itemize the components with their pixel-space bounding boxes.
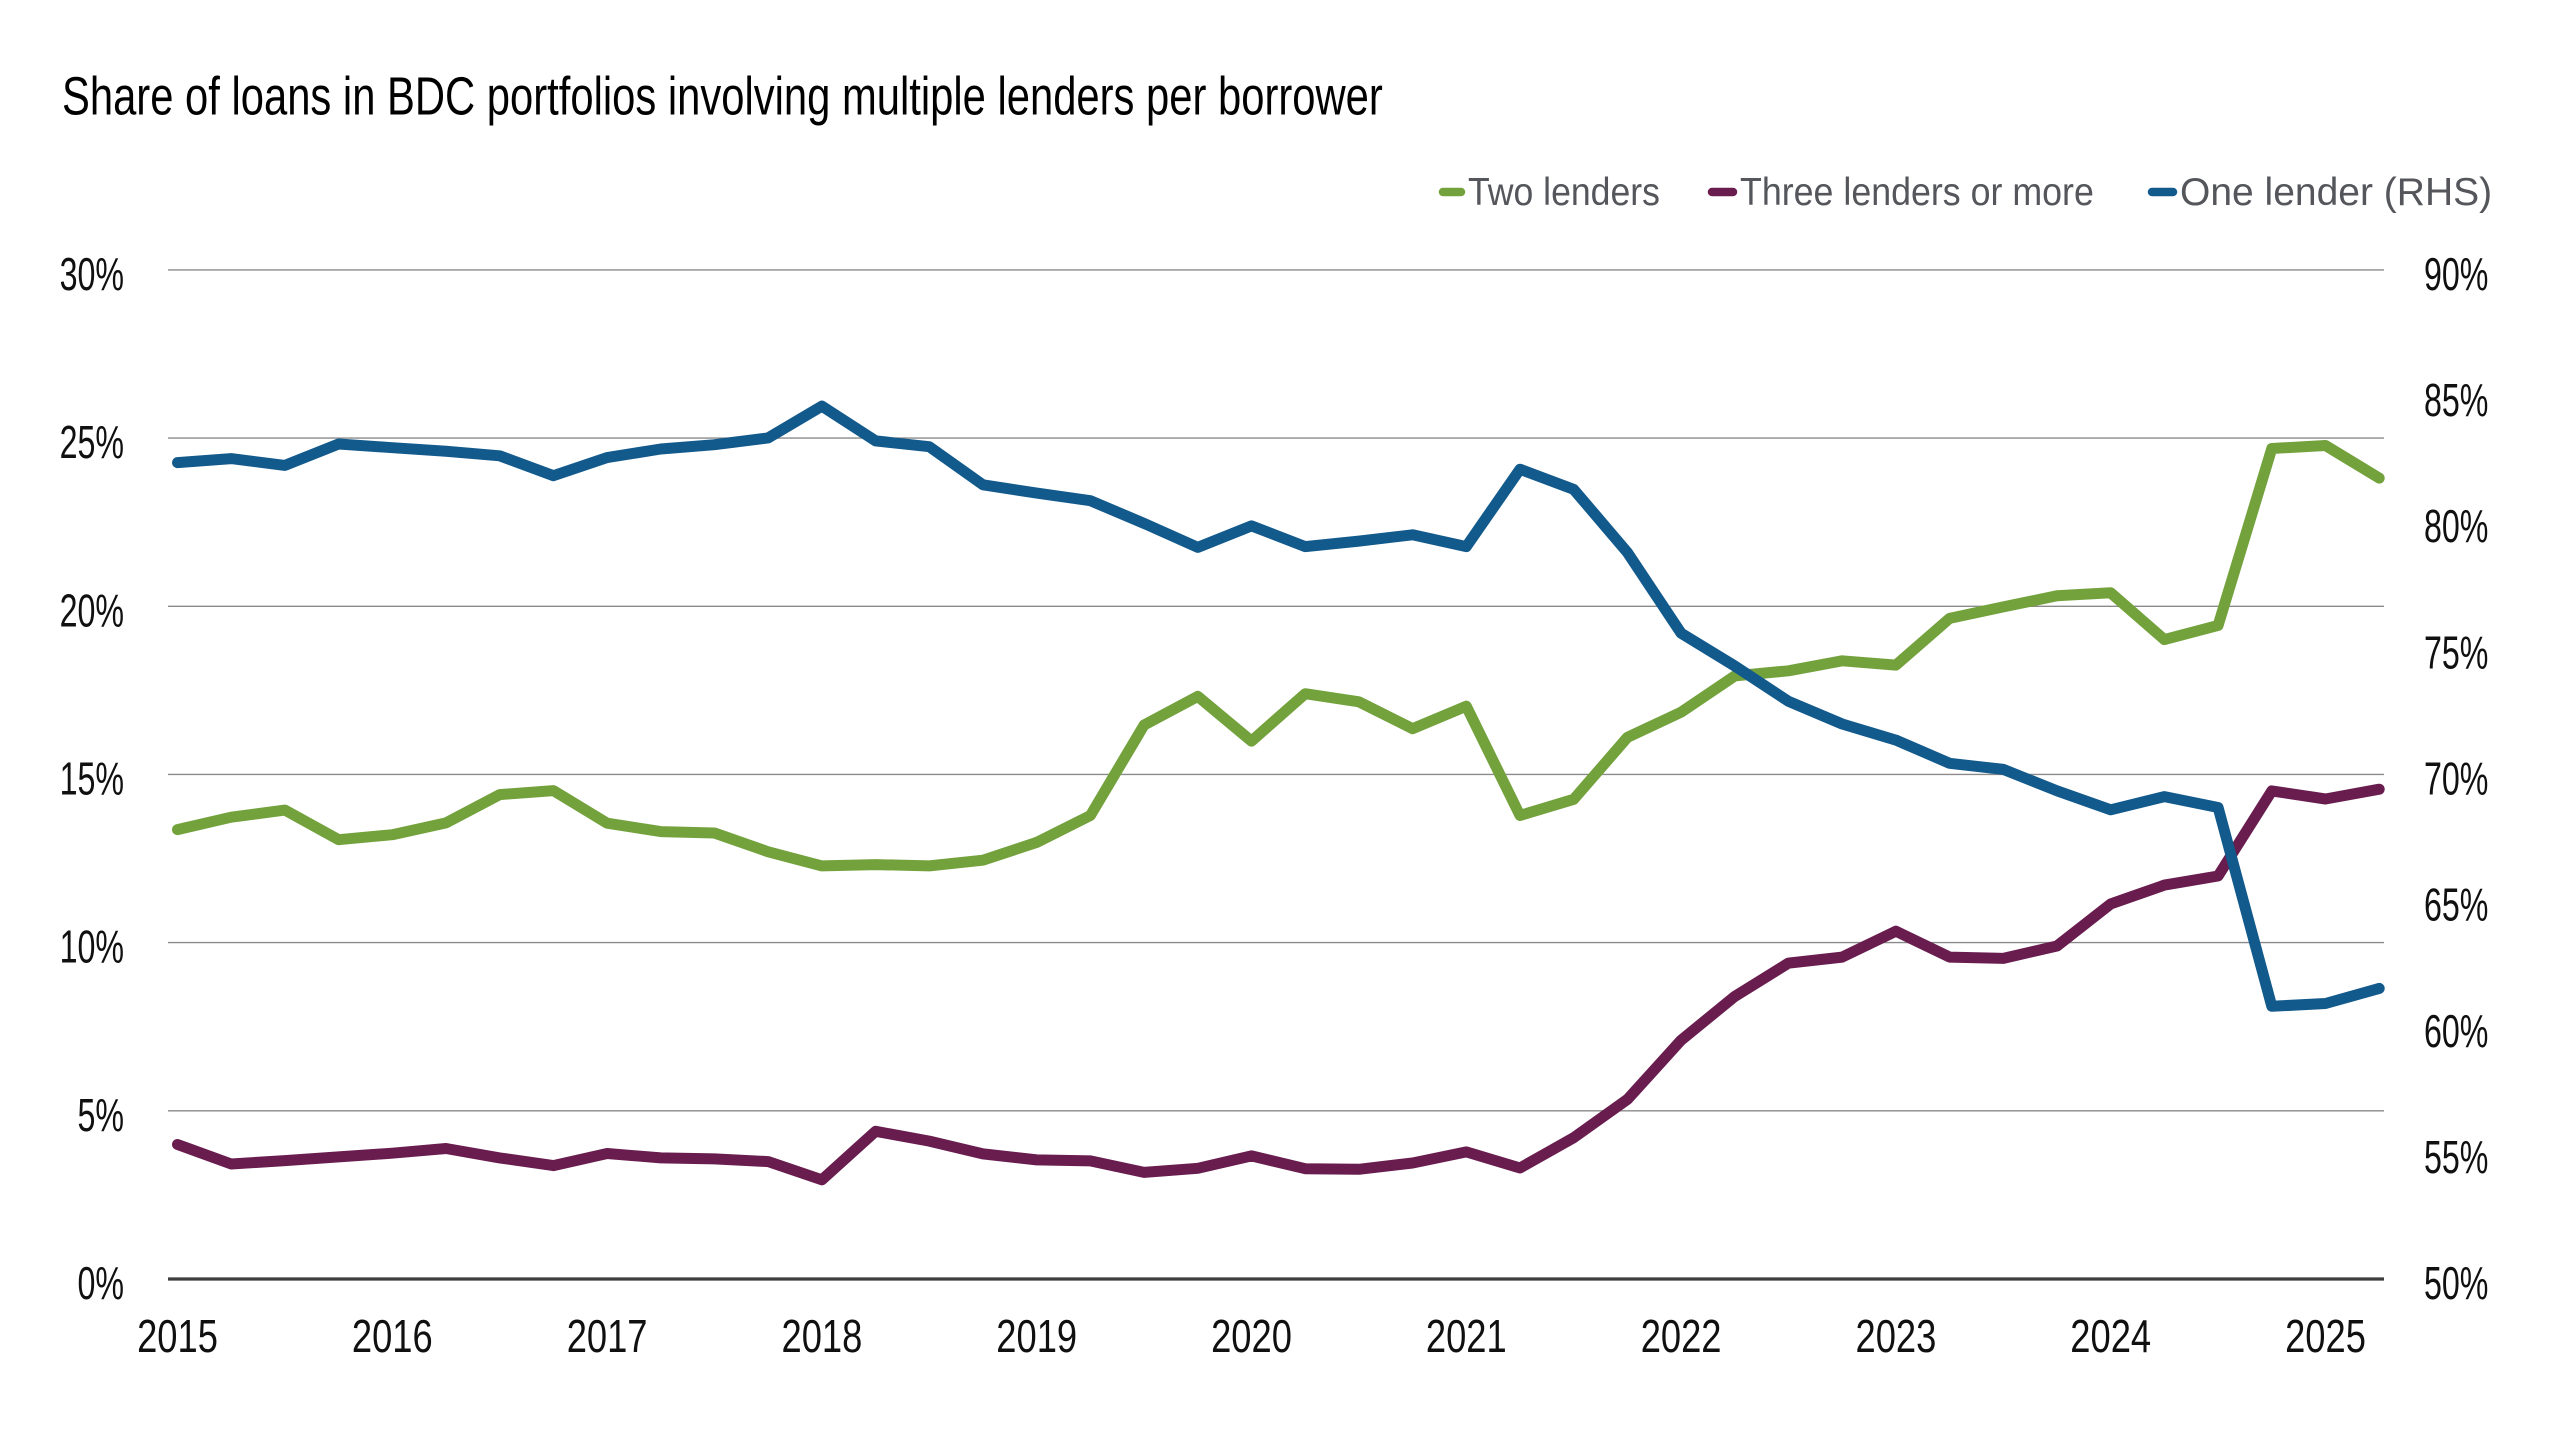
svg-text:10%: 10% xyxy=(60,922,124,973)
svg-text:90%: 90% xyxy=(2424,249,2488,300)
svg-text:2019: 2019 xyxy=(996,1310,1077,1362)
svg-text:2020: 2020 xyxy=(1211,1310,1292,1362)
svg-text:5%: 5% xyxy=(77,1090,124,1141)
svg-text:70%: 70% xyxy=(2424,754,2488,805)
svg-text:2015: 2015 xyxy=(137,1310,218,1362)
svg-text:2018: 2018 xyxy=(781,1310,862,1362)
svg-text:50%: 50% xyxy=(2424,1259,2488,1310)
svg-text:2022: 2022 xyxy=(1641,1310,1722,1362)
svg-text:80%: 80% xyxy=(2424,502,2488,553)
svg-text:65%: 65% xyxy=(2424,880,2488,931)
svg-text:15%: 15% xyxy=(60,754,124,805)
svg-text:30%: 30% xyxy=(60,249,124,300)
svg-text:2017: 2017 xyxy=(567,1310,648,1362)
svg-text:One lender (RHS): One lender (RHS) xyxy=(2180,171,2492,214)
svg-text:85%: 85% xyxy=(2424,375,2488,426)
svg-text:Two lenders: Two lenders xyxy=(1468,169,1660,213)
svg-text:0%: 0% xyxy=(77,1258,124,1309)
svg-text:Three lenders or more: Three lenders or more xyxy=(1740,170,2094,214)
svg-text:Share of loans in BDC portfoli: Share of loans in BDC portfolios involvi… xyxy=(62,66,1383,126)
svg-text:55%: 55% xyxy=(2424,1132,2488,1183)
svg-text:75%: 75% xyxy=(2424,628,2488,679)
svg-text:2024: 2024 xyxy=(2070,1310,2151,1362)
svg-text:2021: 2021 xyxy=(1426,1310,1507,1362)
svg-text:2023: 2023 xyxy=(1855,1310,1936,1362)
svg-text:60%: 60% xyxy=(2424,1006,2488,1057)
svg-text:20%: 20% xyxy=(60,586,124,637)
svg-text:2025: 2025 xyxy=(2285,1310,2366,1362)
svg-text:2016: 2016 xyxy=(352,1310,433,1362)
svg-text:25%: 25% xyxy=(60,418,124,469)
